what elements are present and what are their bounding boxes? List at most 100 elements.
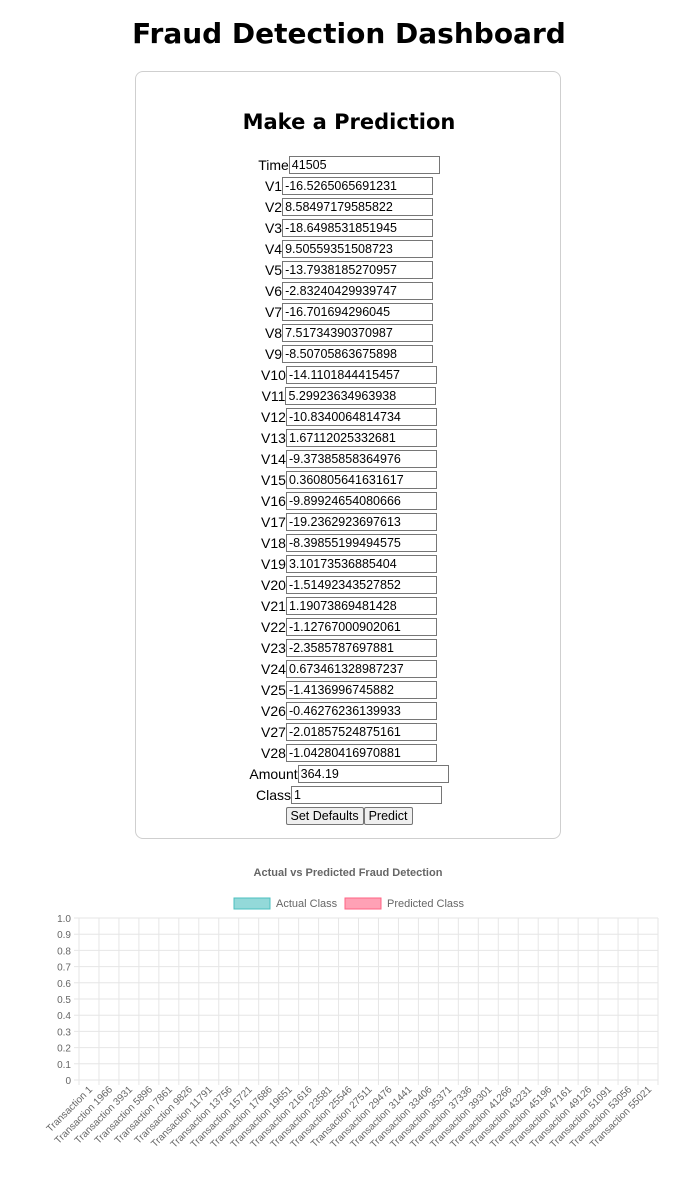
field-label-v1: V1 (264, 177, 283, 194)
field-input-v18[interactable] (285, 533, 437, 552)
field-label-v27: V27 (261, 723, 286, 740)
chart-container: Actual vs Predicted Fraud Detection Actua… (0, 858, 693, 1173)
field-input-v26[interactable] (285, 701, 437, 720)
field-label-v7: V7 (264, 303, 283, 320)
field-label-v6: V6 (264, 282, 283, 299)
form-buttons: Set Defaults Predict (0, 807, 693, 825)
y-tick-label: 0.5 (57, 995, 71, 1006)
form-row-v11: V11 (0, 385, 693, 406)
field-label-amount: Amount (249, 765, 298, 782)
form-row-v20: V20 (0, 574, 693, 595)
field-input-v14[interactable] (285, 449, 437, 468)
field-label-v5: V5 (264, 261, 283, 278)
field-input-v6[interactable] (282, 281, 434, 300)
field-input-class[interactable] (291, 785, 442, 804)
field-input-v4[interactable] (282, 239, 434, 258)
field-input-v1[interactable] (282, 176, 434, 195)
field-label-v13: V13 (261, 429, 286, 446)
y-tick-label: 0.7 (57, 963, 71, 974)
form-row-v19: V19 (0, 553, 693, 574)
y-tick-label: 0.6 (57, 979, 71, 990)
field-label-time: Time (258, 156, 289, 173)
field-label-v18: V18 (261, 534, 286, 551)
field-input-v24[interactable] (285, 659, 437, 678)
form-row-v21: V21 (0, 595, 693, 616)
field-label-v10: V10 (261, 366, 286, 383)
y-tick-label: 1.0 (57, 914, 71, 925)
form-row-v13: V13 (0, 427, 693, 448)
field-label-v8: V8 (264, 324, 283, 341)
legend-predicted-swatch (344, 897, 382, 910)
form-row-v2: V2 (0, 196, 693, 217)
form-row-amount: Amount (0, 763, 693, 784)
field-input-v17[interactable] (285, 512, 437, 531)
form-row-v12: V12 (0, 406, 693, 427)
field-input-v12[interactable] (285, 407, 437, 426)
predict-button[interactable]: Predict (363, 807, 413, 825)
field-input-v27[interactable] (285, 722, 437, 741)
field-input-time[interactable] (288, 155, 440, 174)
field-label-v24: V24 (261, 660, 286, 677)
form-row-time: Time (0, 154, 693, 175)
form-row-v24: V24 (0, 658, 693, 679)
field-input-amount[interactable] (297, 764, 449, 783)
form-row-v9: V9 (0, 343, 693, 364)
field-input-v19[interactable] (285, 554, 437, 573)
form-row-v23: V23 (0, 637, 693, 658)
field-label-class: Class (255, 786, 291, 803)
field-label-v2: V2 (264, 198, 283, 215)
form-row-v7: V7 (0, 301, 693, 322)
form-row-v16: V16 (0, 490, 693, 511)
field-input-v16[interactable] (285, 491, 437, 510)
field-label-v22: V22 (261, 618, 286, 635)
field-input-v13[interactable] (285, 428, 437, 447)
field-input-v11[interactable] (285, 386, 437, 405)
set-defaults-button[interactable]: Set Defaults (285, 807, 364, 825)
form-row-v26: V26 (0, 700, 693, 721)
form-row-v25: V25 (0, 679, 693, 700)
chart-title: Actual vs Predicted Fraud Detection (254, 867, 443, 879)
field-input-v2[interactable] (282, 197, 434, 216)
field-input-v25[interactable] (285, 680, 437, 699)
form-row-v1: V1 (0, 175, 693, 196)
field-label-v25: V25 (261, 681, 286, 698)
field-label-v14: V14 (261, 450, 286, 467)
prediction-card (135, 71, 561, 839)
field-input-v10[interactable] (285, 365, 437, 384)
form-row-v8: V8 (0, 322, 693, 343)
y-tick-label: 0.4 (57, 1011, 71, 1022)
field-input-v28[interactable] (285, 743, 437, 762)
field-label-v19: V19 (261, 555, 286, 572)
y-tick-label: 0.9 (57, 930, 71, 941)
form-row-v14: V14 (0, 448, 693, 469)
field-label-v26: V26 (261, 702, 286, 719)
field-input-v3[interactable] (282, 218, 434, 237)
form-row-v28: V28 (0, 742, 693, 763)
field-input-v21[interactable] (285, 596, 437, 615)
y-tick-label: 0.2 (57, 1044, 71, 1055)
form-row-v10: V10 (0, 364, 693, 385)
field-input-v20[interactable] (285, 575, 437, 594)
field-label-v21: V21 (261, 597, 286, 614)
field-label-v17: V17 (261, 513, 286, 530)
field-input-v23[interactable] (285, 638, 437, 657)
field-input-v8[interactable] (282, 323, 434, 342)
field-input-v7[interactable] (282, 302, 434, 321)
y-tick-label: 0 (65, 1076, 71, 1087)
field-label-v9: V9 (264, 345, 283, 362)
y-tick-label: 0.1 (57, 1060, 71, 1071)
legend-actual-swatch (233, 897, 271, 910)
field-input-v15[interactable] (285, 470, 437, 489)
field-input-v9[interactable] (282, 344, 434, 363)
field-input-v5[interactable] (282, 260, 434, 279)
form-row-v22: V22 (0, 616, 693, 637)
form-row-v27: V27 (0, 721, 693, 742)
field-label-v11: V11 (261, 387, 286, 404)
field-label-v28: V28 (261, 744, 286, 761)
field-label-v4: V4 (264, 240, 283, 257)
field-input-v22[interactable] (285, 617, 437, 636)
form-row-class: Class (0, 784, 693, 805)
field-label-v3: V3 (264, 219, 283, 236)
field-label-v20: V20 (261, 576, 286, 593)
field-label-v23: V23 (261, 639, 286, 656)
